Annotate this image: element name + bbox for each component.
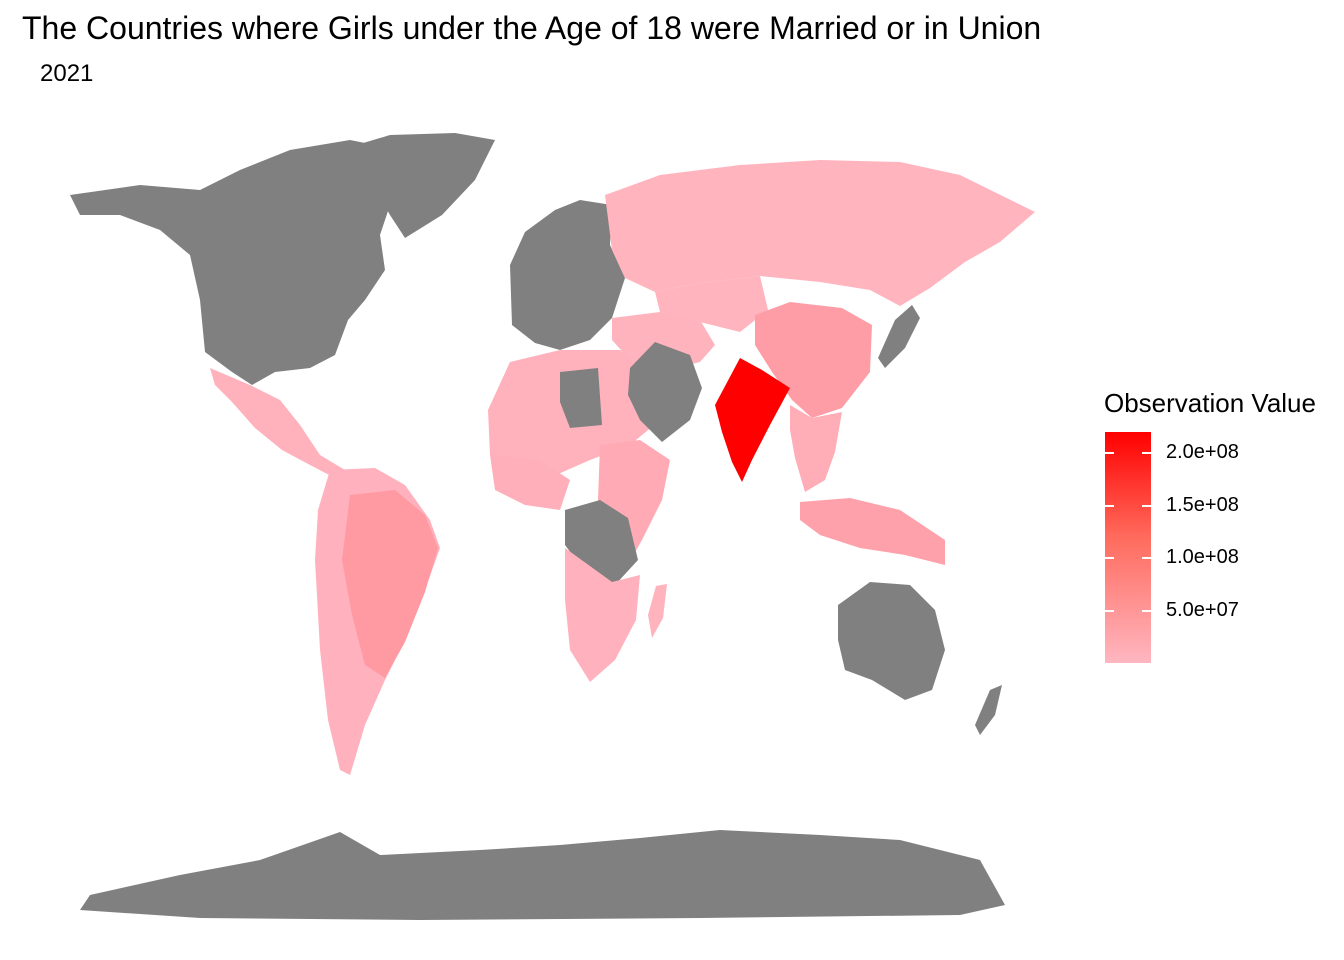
legend-tick-mark <box>1105 504 1114 507</box>
legend-break-label: 1.5e+08 <box>1166 493 1239 516</box>
region-greenland <box>340 133 495 238</box>
legend-tick-mark <box>1142 609 1151 612</box>
region-new-zealand <box>975 685 1002 735</box>
legend-tick-mark <box>1105 452 1114 454</box>
legend-tick-mark <box>1105 609 1114 612</box>
region-brazil <box>342 490 438 678</box>
region-southeast-asia <box>790 405 842 492</box>
legend-break-label: 1.0e+08 <box>1166 546 1239 568</box>
legend-title: Observation Value <box>1104 388 1316 418</box>
region-arabian-peninsula <box>628 342 702 442</box>
map-title: The Countries where Girls under the Age … <box>22 10 1042 46</box>
region-north-america <box>70 140 395 385</box>
region-libya <box>560 368 602 428</box>
legend-tick-mark <box>1142 557 1151 559</box>
legend-tick-mark <box>1142 452 1151 454</box>
region-russia <box>605 160 1035 306</box>
legend-break-label: 5.0e+07 <box>1166 598 1239 621</box>
legend-tick-mark <box>1142 504 1151 507</box>
legend-break-label: 2.0e+08 <box>1166 441 1239 463</box>
region-mexico-central-america <box>210 368 345 478</box>
region-india <box>715 358 790 482</box>
region-southern-africa <box>565 548 640 682</box>
map-subtitle: 2021 <box>40 60 94 87</box>
region-madagascar <box>648 584 667 638</box>
region-australia <box>838 582 945 700</box>
region-japan <box>878 305 920 368</box>
legend-tick-mark <box>1105 557 1114 559</box>
region-europe <box>510 200 625 350</box>
region-antarctica <box>80 830 1005 920</box>
region-west-africa <box>490 455 570 510</box>
region-indonesia <box>800 498 945 565</box>
region-central-asia <box>655 276 768 332</box>
legend-color-bar <box>1105 432 1151 663</box>
